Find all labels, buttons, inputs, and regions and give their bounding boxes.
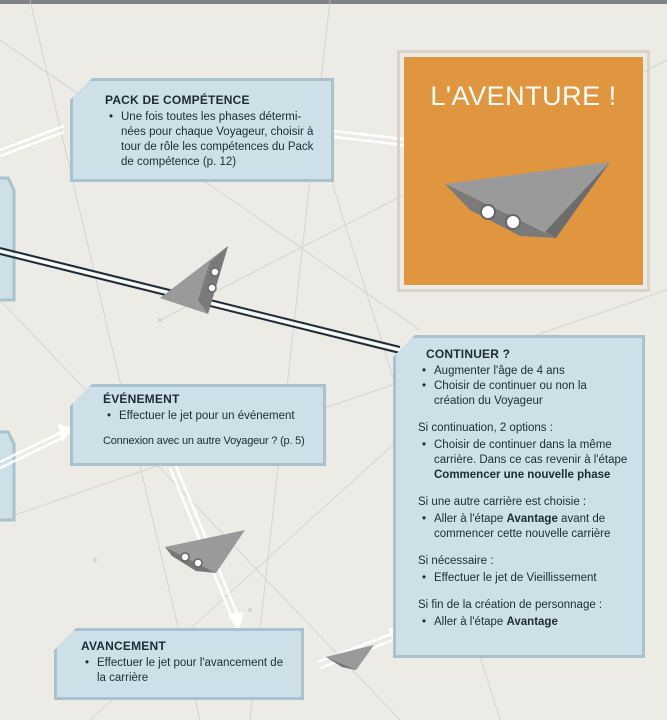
- continuer-section-other-career: Si une autre carrière est choisie :: [418, 496, 587, 508]
- continuer-bullet-avantage: Aller à l'étape Avantage avant de commen…: [418, 512, 634, 542]
- continuer-bullet-aging: Effectuer le jet de Vieillissement: [418, 571, 634, 586]
- avancement-box: AVANCEMENT Effectuer le jet pour l'avanc…: [54, 628, 304, 700]
- continuer-section-end: Si fin de la création de personnage :: [418, 599, 603, 611]
- continuer-section-continuation: Si continuation, 2 options :: [418, 422, 553, 434]
- left-edge-box-bottom: [0, 430, 16, 522]
- ship-mid: [160, 246, 228, 314]
- pack-competence-title: PACK DE COMPÉTENCE: [105, 93, 250, 107]
- pack-competence-text: Une fois toutes les phases détermi- nées…: [105, 110, 321, 170]
- evenement-box: ÉVÉNEMENT Effectuer le jet pour un événe…: [70, 384, 326, 466]
- evenement-title: ÉVÉNEMENT: [103, 392, 180, 406]
- left-edge-box-top: [0, 176, 16, 302]
- pack-competence-box: PACK DE COMPÉTENCE Une fois toutes les p…: [70, 78, 334, 182]
- avancement-title: AVANCEMENT: [81, 639, 166, 653]
- evenement-bullet: Effectuer le jet pour un événement: [103, 409, 313, 424]
- evenement-link: Connexion avec un autre Voyageur ? (p. 5…: [103, 435, 305, 447]
- continuer-bullet-same-career: Choisir de continuer dans la même carriè…: [418, 438, 634, 483]
- continuer-bullet-age: Augmenter l'âge de 4 ans: [418, 364, 634, 379]
- continuer-box: CONTINUER ? Augmenter l'âge de 4 ans Cho…: [393, 335, 645, 658]
- ship-small: [165, 530, 245, 573]
- continuer-section-necessary: Si nécessaire :: [418, 555, 494, 567]
- continuer-bullet-end-avantage: Aller à l'étape Avantage: [418, 615, 634, 630]
- avancement-text: Effectuer le jet pour l'avancement dela …: [81, 656, 293, 686]
- continuer-title: CONTINUER ?: [426, 347, 511, 361]
- top-border: [0, 0, 667, 4]
- aventure-title: L'AVENTURE !: [430, 81, 617, 111]
